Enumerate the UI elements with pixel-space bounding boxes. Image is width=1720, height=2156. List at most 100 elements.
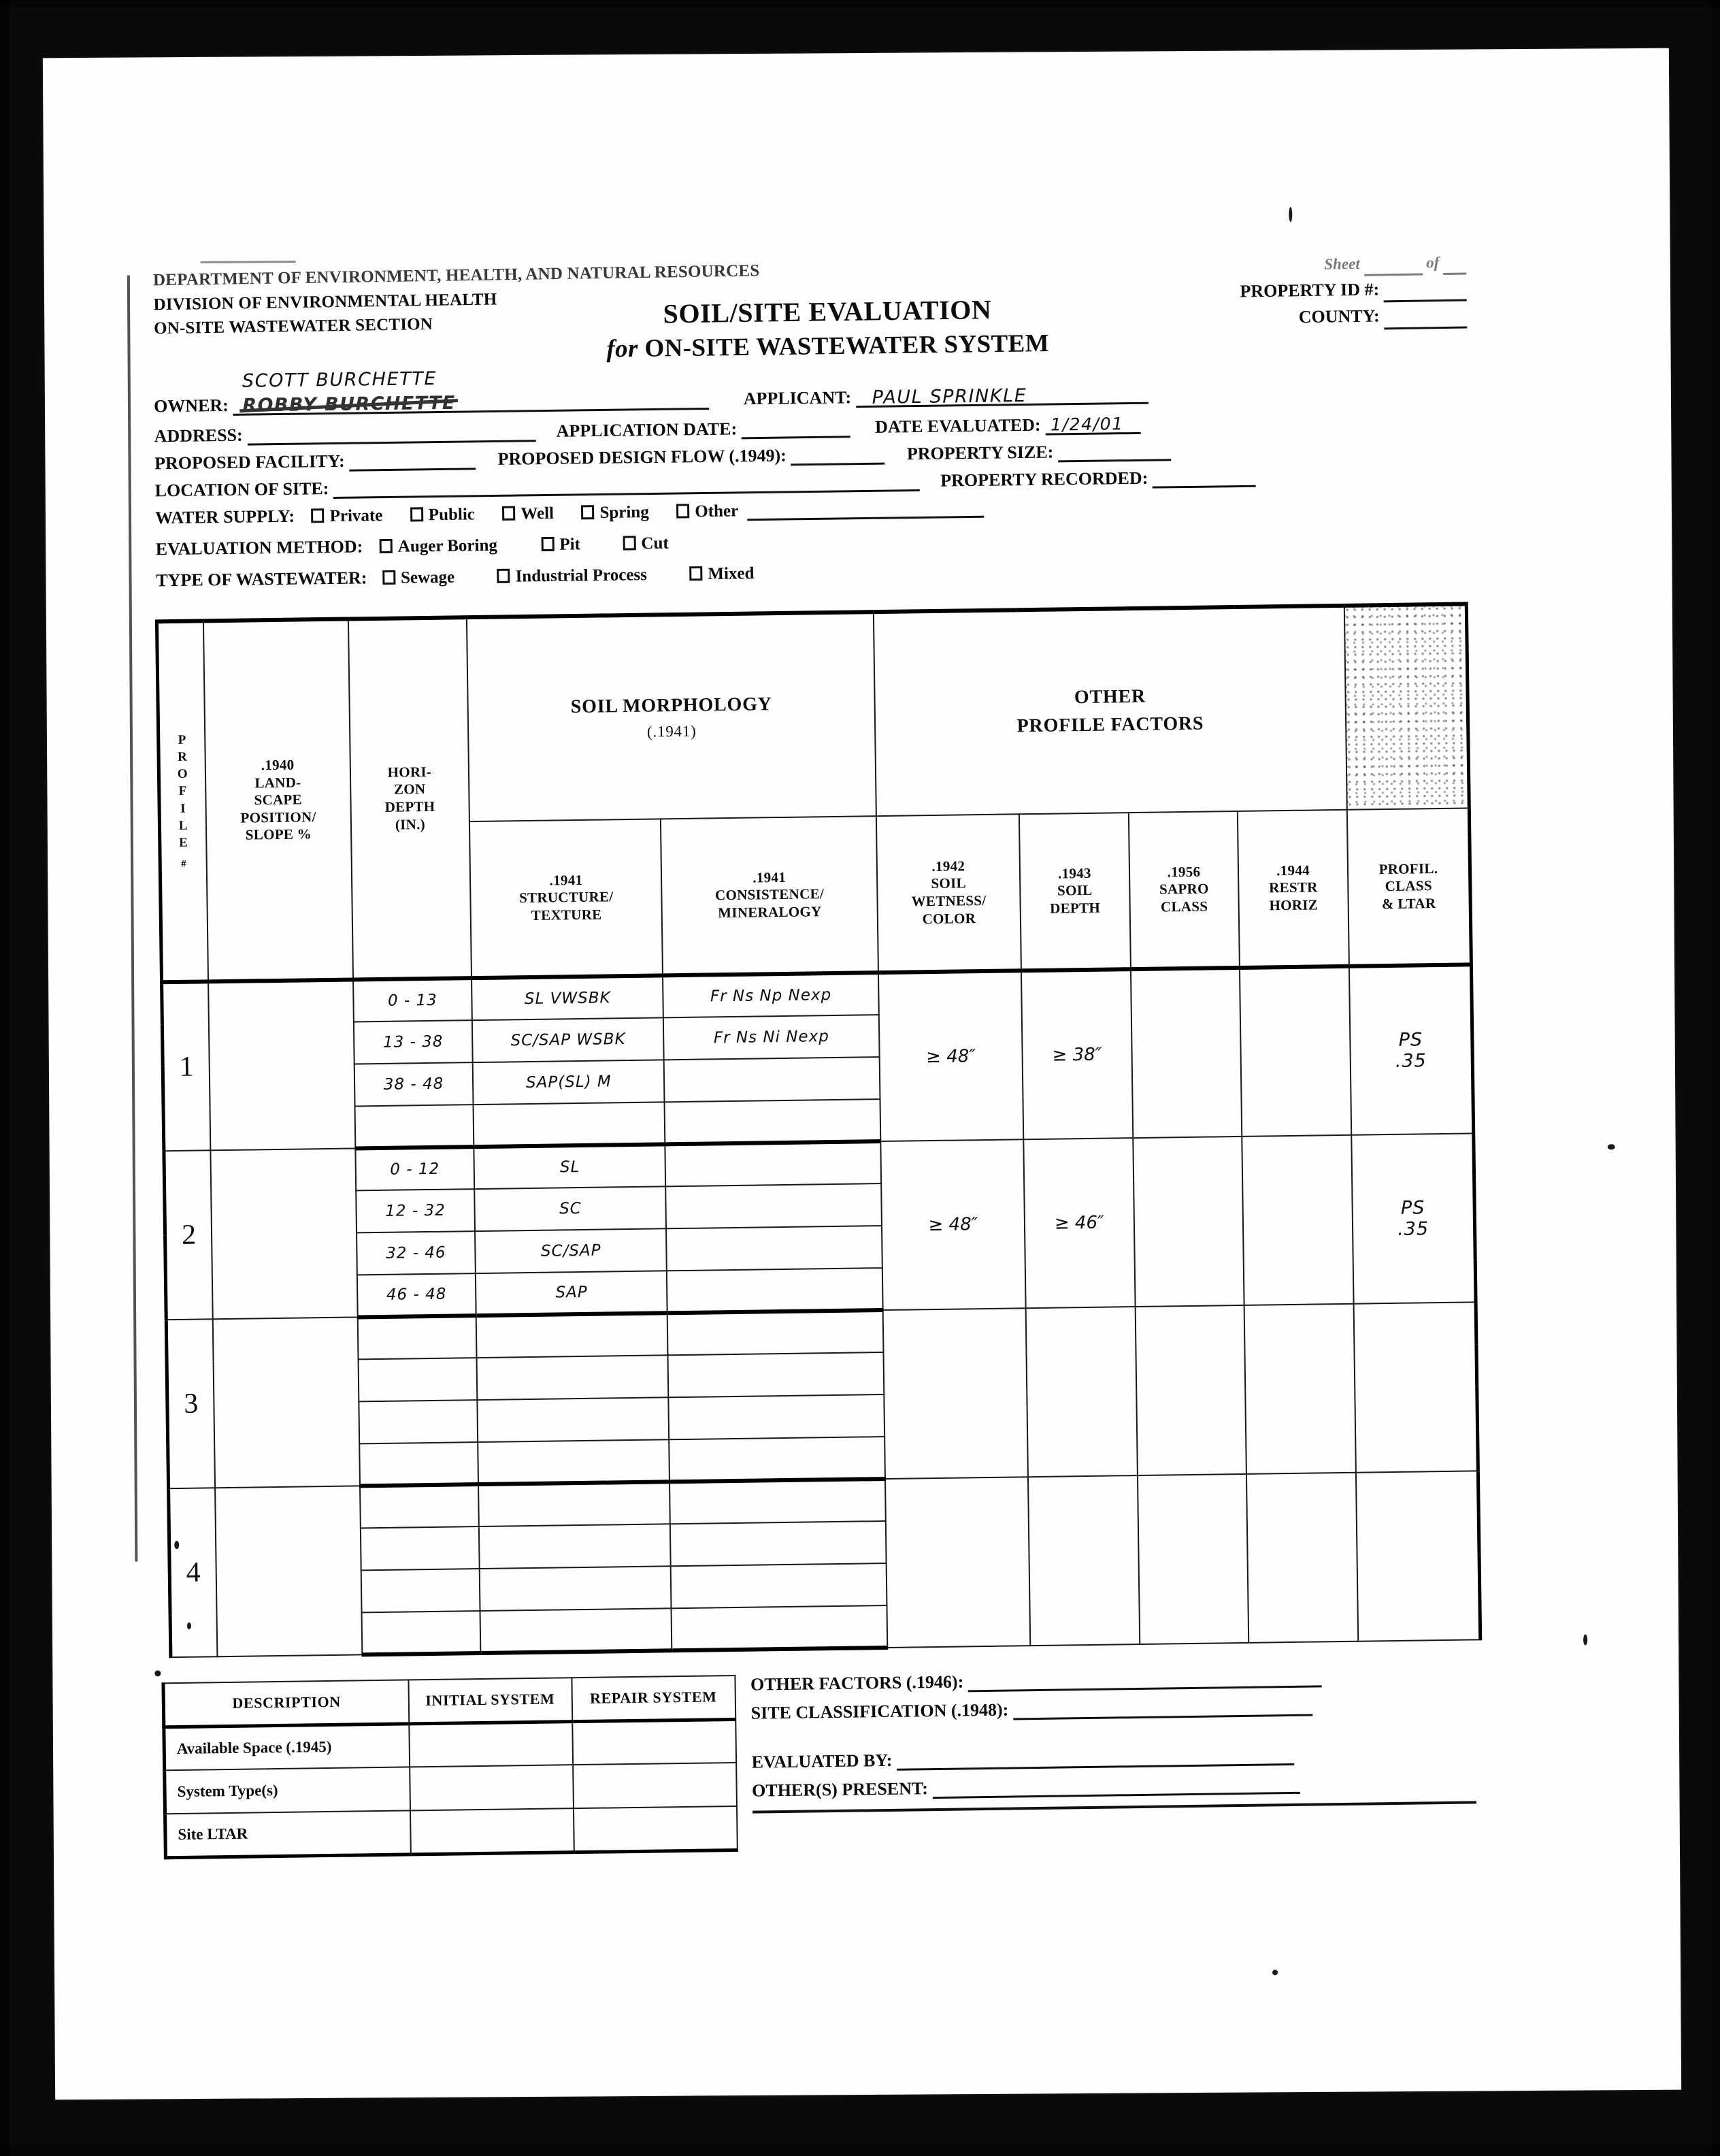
desc-row-initial-system[interactable] xyxy=(408,1721,573,1767)
water-supply-option-private[interactable]: Private xyxy=(311,506,383,526)
desc-row-repair-system[interactable] xyxy=(573,1806,738,1852)
consistence-mineralogy-cell[interactable]: Fr Ns Ni Nexp xyxy=(663,1015,880,1060)
horizon-depth-cell[interactable] xyxy=(359,1484,480,1529)
checkbox-icon[interactable] xyxy=(502,506,516,521)
profile-class-ltar-cell[interactable]: PS .35 xyxy=(1349,964,1474,1135)
owner-field[interactable]: ROBBY BURCHETTE xyxy=(233,389,710,416)
soil-wetness-color-cell[interactable]: ≥ 48″ xyxy=(878,970,1024,1142)
structure-texture-cell[interactable] xyxy=(476,1355,669,1401)
proposed-design-flow-field[interactable] xyxy=(791,444,885,466)
sheet-number-field[interactable] xyxy=(1363,260,1423,276)
address-field[interactable] xyxy=(246,421,536,446)
property-size-field[interactable] xyxy=(1057,440,1172,463)
restr-horiz-cell[interactable] xyxy=(1246,1472,1359,1643)
other-factors-field[interactable] xyxy=(968,1669,1322,1693)
sheet-total-field[interactable] xyxy=(1442,259,1467,276)
date-evaluated-field[interactable]: 1/24/01 xyxy=(1044,413,1141,436)
county-field[interactable] xyxy=(1384,313,1468,330)
profile-class-ltar-cell[interactable]: PS .35 xyxy=(1351,1133,1476,1304)
checkbox-icon[interactable] xyxy=(497,568,510,583)
profile-class-ltar-cell[interactable] xyxy=(1355,1471,1481,1642)
site-classification-field[interactable] xyxy=(1012,1698,1313,1720)
consistence-mineralogy-cell[interactable] xyxy=(669,1437,885,1482)
horizon-depth-cell[interactable]: 38 - 48 xyxy=(354,1062,474,1107)
structure-texture-cell[interactable]: SL xyxy=(474,1144,666,1190)
consistence-mineralogy-cell[interactable]: Fr Ns Np Nexp xyxy=(663,973,879,1018)
soil-depth-cell[interactable] xyxy=(1028,1475,1140,1646)
consistence-mineralogy-cell[interactable] xyxy=(664,1099,881,1145)
soil-wetness-color-cell[interactable] xyxy=(882,1308,1029,1480)
consistence-mineralogy-cell[interactable] xyxy=(665,1183,882,1229)
soil-depth-cell[interactable] xyxy=(1025,1307,1138,1477)
consistence-mineralogy-cell[interactable] xyxy=(667,1268,883,1313)
structure-texture-cell[interactable]: SAP(SL) M xyxy=(473,1060,665,1105)
horizon-depth-cell[interactable] xyxy=(359,1442,479,1486)
evaluation-method-option-auger-boring[interactable]: Auger Boring xyxy=(379,536,497,557)
structure-texture-cell[interactable] xyxy=(478,1482,671,1527)
consistence-mineralogy-cell[interactable] xyxy=(664,1057,880,1102)
water-supply-option-spring[interactable]: Spring xyxy=(581,503,649,523)
profile-class-ltar-cell[interactable] xyxy=(1353,1302,1478,1473)
structure-texture-cell[interactable]: SC/SAP WSBK xyxy=(472,1017,665,1063)
property-recorded-field[interactable] xyxy=(1152,466,1257,489)
horizon-depth-cell[interactable] xyxy=(354,1105,474,1149)
desc-row-initial-system[interactable] xyxy=(410,1808,574,1855)
water-supply-option-other[interactable]: Other xyxy=(676,502,738,521)
owner-field-wrap[interactable]: SCOTT BURCHETTE ROBBY BURCHETTE xyxy=(233,368,710,416)
type-of-wastewater-option-industrial-process[interactable]: Industrial Process xyxy=(497,566,647,587)
structure-texture-cell[interactable] xyxy=(479,1524,672,1569)
type-of-wastewater-option-sewage[interactable]: Sewage xyxy=(382,568,455,588)
horizon-depth-cell[interactable] xyxy=(361,1611,481,1655)
others-present-field[interactable] xyxy=(932,1776,1300,1799)
water-supply-option-public[interactable]: Public xyxy=(410,505,475,525)
checkbox-icon[interactable] xyxy=(581,505,595,520)
structure-texture-cell[interactable] xyxy=(478,1439,670,1485)
desc-row-initial-system[interactable] xyxy=(409,1765,574,1811)
evaluation-method-option-cut[interactable]: Cut xyxy=(623,534,669,554)
structure-texture-cell[interactable]: SC xyxy=(474,1186,667,1232)
sapro-class-cell[interactable] xyxy=(1135,1305,1247,1476)
structure-texture-cell[interactable]: SAP xyxy=(476,1271,668,1316)
landscape-position-cell[interactable] xyxy=(208,979,355,1151)
horizon-depth-cell[interactable] xyxy=(361,1569,480,1613)
horizon-depth-cell[interactable]: 12 - 32 xyxy=(355,1189,476,1233)
consistence-mineralogy-cell[interactable] xyxy=(670,1521,887,1567)
consistence-mineralogy-cell[interactable] xyxy=(667,1352,884,1398)
structure-texture-cell[interactable] xyxy=(480,1566,672,1612)
consistence-mineralogy-cell[interactable] xyxy=(666,1226,882,1271)
sapro-class-cell[interactable] xyxy=(1132,1136,1244,1307)
checkbox-icon[interactable] xyxy=(410,507,423,522)
horizon-depth-cell[interactable]: 13 - 38 xyxy=(353,1020,474,1064)
structure-texture-cell[interactable] xyxy=(477,1397,669,1443)
soil-depth-cell[interactable]: ≥ 46″ xyxy=(1023,1138,1136,1309)
checkbox-icon[interactable] xyxy=(541,536,555,552)
landscape-position-cell[interactable] xyxy=(210,1148,358,1320)
proposed-facility-field[interactable] xyxy=(348,449,476,472)
consistence-mineralogy-cell[interactable] xyxy=(667,1310,884,1356)
evaluated-by-field[interactable] xyxy=(896,1747,1295,1771)
soil-depth-cell[interactable]: ≥ 38″ xyxy=(1021,969,1133,1140)
checkbox-icon[interactable] xyxy=(382,570,396,585)
sapro-class-cell[interactable] xyxy=(1130,967,1242,1139)
structure-texture-cell[interactable]: SL VWSBK xyxy=(472,975,664,1021)
type-of-wastewater-option-mixed[interactable]: Mixed xyxy=(689,564,755,584)
applicant-field[interactable]: PAUL SPRINKLE xyxy=(855,383,1148,408)
soil-wetness-color-cell[interactable] xyxy=(884,1477,1031,1648)
horizon-depth-cell[interactable] xyxy=(358,1358,478,1402)
desc-row-repair-system[interactable] xyxy=(572,1762,737,1809)
landscape-position-cell[interactable] xyxy=(215,1486,362,1657)
consistence-mineralogy-cell[interactable] xyxy=(671,1605,888,1651)
restr-horiz-cell[interactable] xyxy=(1244,1303,1356,1474)
sapro-class-cell[interactable] xyxy=(1137,1473,1249,1645)
soil-wetness-color-cell[interactable]: ≥ 48″ xyxy=(880,1139,1026,1311)
horizon-depth-cell[interactable]: 0 - 12 xyxy=(354,1147,475,1191)
structure-texture-cell[interactable]: SC/SAP xyxy=(475,1228,667,1274)
horizon-depth-cell[interactable] xyxy=(360,1526,480,1571)
structure-texture-cell[interactable] xyxy=(473,1102,665,1147)
water-supply-other-field[interactable] xyxy=(746,497,984,521)
property-id-field[interactable] xyxy=(1383,287,1467,303)
landscape-position-cell[interactable] xyxy=(212,1317,360,1488)
water-supply-option-well[interactable]: Well xyxy=(502,504,554,524)
horizon-depth-cell[interactable] xyxy=(357,1316,477,1360)
checkbox-icon[interactable] xyxy=(623,536,636,551)
